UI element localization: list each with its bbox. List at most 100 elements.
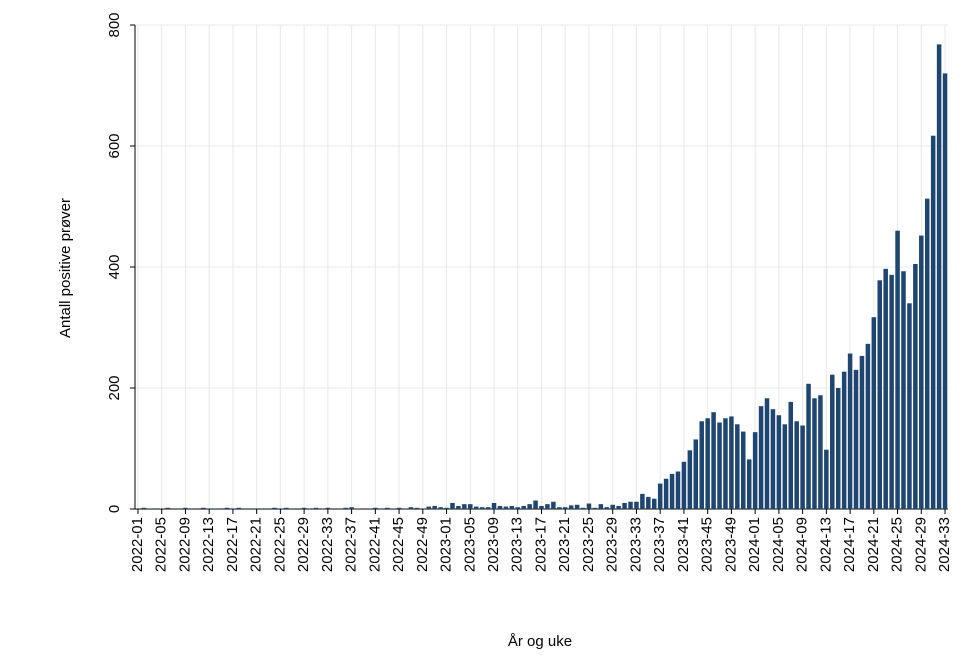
x-tick-label: 2024-01 <box>746 517 763 572</box>
bar <box>177 508 182 509</box>
bar <box>135 508 141 509</box>
y-axis-title: Antall positive prøver <box>57 198 74 338</box>
bar <box>598 504 604 509</box>
bar <box>592 507 598 509</box>
bar <box>681 461 687 509</box>
bar <box>782 424 788 509</box>
bar <box>515 507 521 509</box>
bar <box>444 507 449 509</box>
bar <box>913 263 918 509</box>
bar <box>794 421 799 509</box>
bar <box>800 425 805 509</box>
bar <box>343 507 348 509</box>
bar <box>646 496 651 509</box>
bar <box>272 507 277 509</box>
bar <box>859 355 865 509</box>
bar <box>871 317 877 509</box>
x-tick-label: 2023-17 <box>532 517 549 572</box>
bar <box>497 505 503 509</box>
bar <box>278 508 283 509</box>
bar <box>930 135 936 509</box>
x-tick-label: 2024-21 <box>865 517 882 572</box>
bar <box>349 507 354 509</box>
bar <box>551 501 556 509</box>
bar <box>450 502 455 509</box>
bar <box>533 500 538 509</box>
bar <box>758 406 764 509</box>
x-tick-label: 2022-37 <box>343 517 360 572</box>
x-tick-label: 2022-25 <box>271 517 288 572</box>
bar <box>835 388 841 509</box>
x-tick-label: 2022-09 <box>176 517 193 572</box>
bar <box>290 508 295 509</box>
bar <box>165 507 170 509</box>
bar <box>545 504 550 509</box>
bar <box>313 507 319 509</box>
bar <box>402 508 408 509</box>
y-tick-label: 800 <box>106 12 123 37</box>
bar <box>183 507 188 509</box>
y-tick-label: 0 <box>106 505 123 513</box>
bar <box>248 508 253 509</box>
x-tick-label: 2022-45 <box>390 517 407 572</box>
bar <box>379 508 384 509</box>
bar <box>236 507 242 509</box>
bar <box>390 508 396 509</box>
bar <box>373 507 378 509</box>
bar <box>212 508 218 509</box>
x-tick-label: 2022-17 <box>224 517 241 572</box>
x-tick-label: 2022-41 <box>366 517 383 572</box>
bar <box>936 44 942 510</box>
bar <box>889 274 894 509</box>
bar <box>325 507 331 509</box>
bar <box>200 507 206 509</box>
bar <box>141 507 147 509</box>
bar <box>640 493 645 509</box>
bar <box>752 432 758 509</box>
bar <box>729 416 734 509</box>
x-tick-label: 2022-01 <box>129 517 146 572</box>
bar <box>746 459 752 509</box>
x-tick-label: 2024-33 <box>936 517 953 572</box>
bar <box>319 508 325 509</box>
bar <box>414 507 420 509</box>
bar <box>254 508 259 509</box>
bar <box>503 506 509 509</box>
x-axis-title: År og uke <box>508 633 572 650</box>
bar <box>853 369 859 509</box>
x-tick-label: 2023-37 <box>651 517 668 572</box>
bar <box>284 507 289 509</box>
x-tick-label: 2023-21 <box>556 517 573 572</box>
bar <box>770 409 776 509</box>
bar <box>812 398 817 509</box>
bar <box>735 424 740 509</box>
x-tick-label: 2022-33 <box>319 517 336 572</box>
bar <box>384 507 390 509</box>
bar <box>355 508 360 509</box>
bar <box>562 507 568 509</box>
bar <box>764 398 770 509</box>
x-tick-label: 2023-45 <box>699 517 716 572</box>
bar <box>788 401 793 509</box>
bar <box>663 478 669 509</box>
bar <box>741 431 746 509</box>
bar <box>604 507 610 509</box>
y-tick-label: 200 <box>106 375 123 400</box>
bar <box>396 507 402 509</box>
bar <box>669 473 675 509</box>
bar <box>806 383 811 509</box>
x-tick-label: 2022-21 <box>248 517 265 572</box>
bar <box>557 507 562 509</box>
x-tick-label: 2022-13 <box>200 517 217 572</box>
x-tick-label: 2023-13 <box>509 517 526 572</box>
bar <box>847 353 853 509</box>
x-tick-label: 2022-05 <box>153 517 170 572</box>
bar <box>818 395 823 509</box>
bar <box>723 418 728 509</box>
x-tick-label: 2023-09 <box>485 517 502 572</box>
bar <box>509 505 515 509</box>
bar <box>651 498 657 509</box>
bar <box>574 504 580 509</box>
bar <box>521 505 526 509</box>
x-tick-label: 2024-05 <box>770 517 787 572</box>
